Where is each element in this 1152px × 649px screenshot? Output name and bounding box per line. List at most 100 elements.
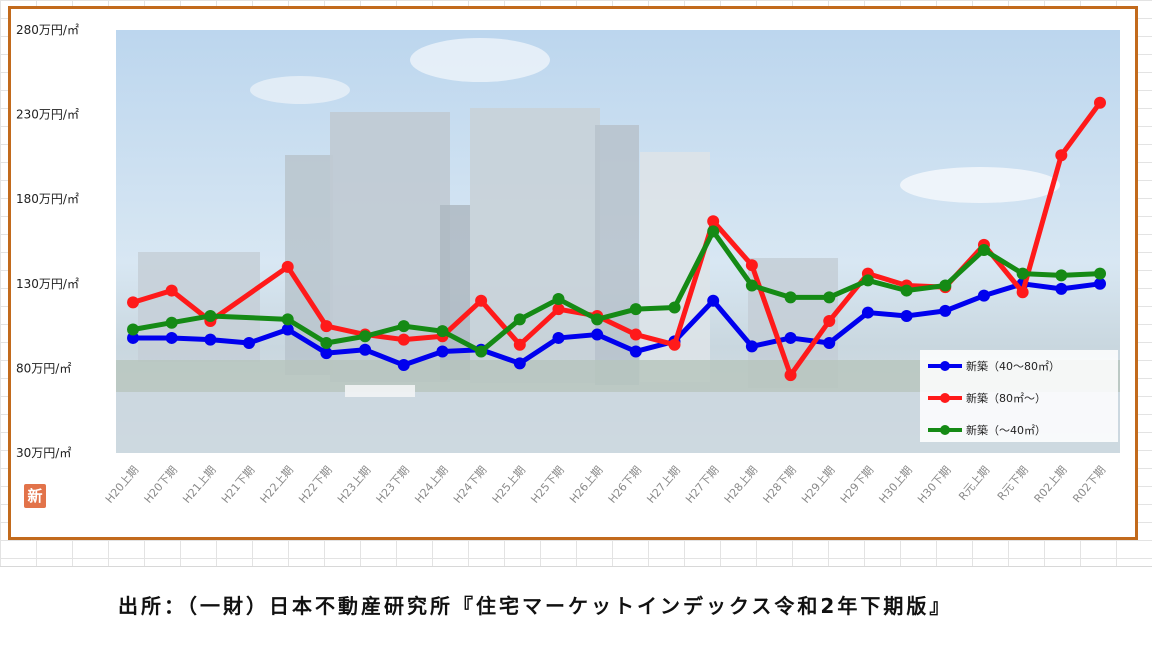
y-tick-label: 30万円/㎡: [16, 446, 71, 460]
y-tick-label: 80万円/㎡: [16, 361, 71, 375]
data-point: [243, 337, 256, 350]
newbuild-logo: 新: [24, 484, 46, 508]
x-tick-label: H22下期: [296, 464, 334, 506]
x-tick-label: H25下期: [528, 464, 566, 506]
data-point: [939, 279, 952, 292]
data-point: [552, 331, 565, 344]
x-tick-label: H24上期: [412, 464, 450, 506]
x-tick-label: H24下期: [451, 464, 489, 506]
data-point: [281, 260, 294, 273]
x-tick-label: H26下期: [606, 464, 644, 506]
x-tick-label: H26上期: [567, 464, 605, 506]
chart-legend: 新築（40～80㎡） 新築（80㎡～） 新築（～40㎡）: [920, 350, 1118, 442]
data-point: [707, 294, 720, 307]
legend-label: 新築（80㎡～）: [966, 391, 1046, 405]
data-point: [513, 357, 526, 370]
data-point: [127, 331, 139, 344]
data-point: [745, 279, 758, 292]
x-tick-label: H28上期: [722, 464, 760, 506]
data-point: [1055, 282, 1068, 295]
x-tick-label: R元下期: [995, 464, 1031, 504]
data-point: [745, 340, 758, 353]
legend-swatch-marker: [940, 425, 950, 435]
data-point: [513, 338, 526, 351]
data-point: [281, 323, 294, 336]
data-point: [281, 313, 294, 326]
x-tick-label: H29下期: [838, 464, 876, 506]
data-point: [320, 337, 333, 350]
x-tick-label: H20下期: [142, 464, 180, 506]
data-point: [823, 315, 836, 328]
data-point: [359, 330, 372, 343]
data-point: [165, 284, 178, 297]
data-point: [939, 304, 952, 317]
x-tick-label: H30下期: [915, 464, 953, 506]
x-tick-label: H22上期: [258, 464, 296, 506]
data-point: [397, 359, 410, 372]
data-point: [127, 296, 139, 309]
x-tick-label: H25上期: [490, 464, 528, 506]
data-point: [591, 328, 604, 341]
data-point: [707, 225, 720, 238]
y-tick-label: 230万円/㎡: [16, 108, 79, 122]
data-point: [359, 343, 372, 356]
data-point: [513, 313, 526, 326]
data-point: [436, 345, 449, 358]
data-point: [320, 347, 333, 360]
data-point: [977, 289, 990, 302]
legend-swatch-marker: [940, 393, 950, 403]
data-point: [1094, 277, 1106, 290]
data-point: [745, 259, 758, 272]
data-point: [629, 328, 642, 341]
legend-label: 新築（～40㎡）: [966, 423, 1046, 437]
data-point: [475, 294, 488, 307]
x-tick-label: H27下期: [683, 464, 721, 506]
data-point: [204, 333, 217, 346]
x-tick-label: R02下期: [1070, 464, 1108, 506]
data-point: [629, 303, 642, 316]
data-point: [552, 303, 565, 316]
data-point: [1055, 149, 1068, 162]
x-tick-label: H27上期: [644, 464, 682, 506]
x-tick-label: R元上期: [956, 464, 992, 504]
data-point: [668, 338, 681, 351]
data-point: [552, 293, 565, 306]
data-point: [591, 313, 604, 326]
data-point: [1094, 96, 1106, 109]
data-point: [861, 274, 874, 287]
data-point: [165, 316, 178, 329]
x-tick-label: H21上期: [180, 464, 218, 506]
data-point: [977, 243, 990, 256]
x-tick-label: H28下期: [760, 464, 798, 506]
x-tick-label: H23上期: [335, 464, 373, 506]
data-point: [397, 320, 410, 333]
data-point: [1016, 267, 1029, 280]
spreadsheet-footer-area: [0, 566, 1152, 649]
data-point: [165, 331, 178, 344]
data-point: [629, 345, 642, 358]
data-point: [900, 309, 913, 322]
data-point: [397, 333, 410, 346]
data-point: [1094, 267, 1106, 280]
legend-label: 新築（40～80㎡）: [966, 359, 1060, 373]
data-point: [204, 309, 217, 322]
data-point: [784, 331, 797, 344]
y-tick-label: 280万円/㎡: [16, 23, 79, 37]
data-point: [1016, 286, 1029, 299]
data-point: [823, 337, 836, 350]
x-tick-label: H21下期: [219, 464, 257, 506]
y-tick-label: 180万円/㎡: [16, 192, 79, 206]
data-point: [436, 325, 449, 338]
data-point: [823, 291, 836, 304]
source-citation: 出所：（一財）日本不動産研究所『住宅マーケットインデックス令和2年下期版』: [118, 594, 953, 618]
series-line-1: [133, 281, 1101, 368]
data-point: [475, 345, 488, 358]
legend-swatch-marker: [940, 361, 950, 371]
data-point: [900, 284, 913, 297]
data-point: [861, 306, 874, 319]
data-point: [784, 291, 797, 304]
data-point: [127, 323, 139, 336]
y-tick-label: 130万円/㎡: [16, 277, 79, 291]
x-tick-label: H30上期: [876, 464, 914, 506]
x-tick-label: H23下期: [374, 464, 412, 506]
